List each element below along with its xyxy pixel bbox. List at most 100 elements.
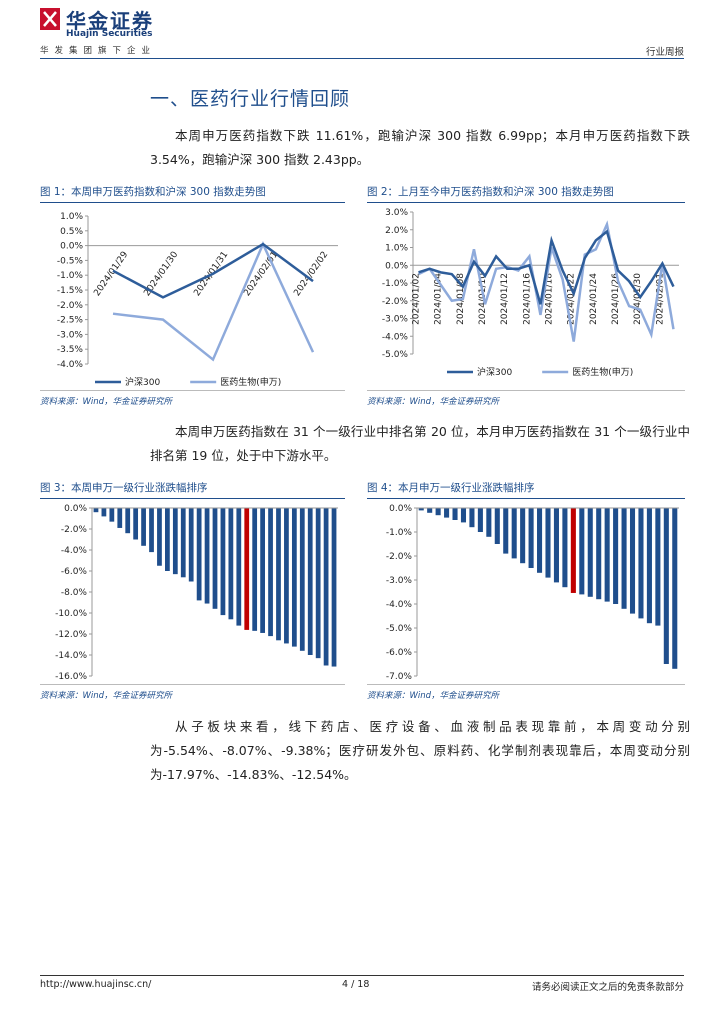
logo-en: Huajin Securities [66, 29, 153, 39]
bar [109, 508, 115, 522]
y-tick-label: -1.0% [386, 528, 413, 538]
bar [553, 508, 559, 583]
logo-cn: 华金证券 [66, 9, 154, 33]
bar [260, 508, 265, 633]
chart: 1.0% 0.5% 0.0% -0.5% -1.0% -1.5% -2.0% -2.5% -3.… [40, 212, 345, 391]
chart: 0.0% -2.0% -4.0% -6.0% -8.0% -10.0% -12.0% -14.… [40, 504, 345, 685]
bar [604, 508, 610, 602]
section-title: 一、医药行业行情回顾 [150, 88, 351, 110]
bar [587, 508, 593, 597]
bar [528, 508, 534, 568]
y-tick-label: -12.0% [55, 630, 87, 640]
figure-caption: 图 2：上月至今申万医药指数和沪深 300 指数走势图 [367, 184, 685, 203]
legend-label: 医药生物(申万) [572, 366, 633, 378]
series-line [112, 242, 314, 299]
bar [469, 508, 475, 528]
y-tick-label: -4.0% [386, 600, 413, 610]
bar [93, 508, 99, 513]
y-tick-label: -6.0% [61, 567, 88, 577]
bar [579, 508, 585, 595]
y-tick-label: -4.0% [57, 360, 84, 370]
y-tick-label: -1.0% [57, 271, 84, 281]
x-tick-label: 2024/01/29 [92, 250, 130, 298]
y-tick-label: 3.0% [385, 208, 408, 218]
y-tick-label: 0.5% [60, 227, 83, 237]
y-tick-label: -2.0% [382, 297, 409, 307]
bar [165, 508, 170, 571]
x-tick-label: 2024/01/18 [545, 273, 555, 325]
y-tick-label: 1.0% [60, 212, 83, 222]
y-tick-label: -3.5% [57, 345, 84, 355]
y-tick-label: -2.0% [57, 301, 84, 311]
disclaimer: 请务必阅读正文之后的免责条款部分 [531, 982, 684, 993]
bar [244, 508, 250, 630]
y-tick-label: -1.0% [382, 279, 409, 289]
x-tick-label: 2024/01/04 [434, 273, 444, 325]
bar [427, 508, 433, 513]
legend-label: 沪深300 [125, 376, 160, 388]
bar [252, 508, 258, 631]
bar [520, 508, 526, 564]
series-line [112, 241, 315, 362]
legend-label: 医药生物(申万) [220, 376, 281, 388]
legend-label: 沪深300 [477, 366, 512, 378]
bar [629, 508, 636, 614]
bar [188, 508, 194, 582]
bar [172, 508, 178, 575]
figure-caption: 图 4：本月申万一级行业涨跌幅排序 [367, 480, 685, 499]
y-tick-label: -7.0% [386, 672, 413, 682]
series-line [418, 220, 675, 342]
chart: 3.0% 2.0% 1.0% 0.0% -1.0% -2.0% -3.0% -4.0% -5.0… [367, 208, 685, 391]
paragraph: 本周申万医药指数在 31 个一级行业中排名第 20 位，本月申万医药指数在 31… [150, 424, 690, 463]
figure-caption: 图 1：本周申万医药指数和沪深 300 指数走势图 [40, 184, 345, 203]
x-tick-label: 2024/01/24 [589, 273, 599, 325]
y-tick-label: 0.0% [64, 504, 87, 514]
bar [236, 508, 242, 626]
y-tick-label: -6.0% [386, 648, 413, 658]
x-tick-label: 2024/01/02 [412, 273, 422, 325]
bar [212, 508, 218, 609]
bar [268, 508, 273, 637]
y-tick-label: -14.0% [55, 651, 87, 661]
series-line [418, 229, 675, 305]
bar [486, 508, 492, 537]
x-tick-label: 2024/01/26 [611, 273, 621, 325]
bar [663, 508, 669, 664]
y-tick-label: 0.0% [389, 504, 412, 514]
y-tick-label: -3.0% [382, 315, 409, 325]
y-tick-label: -0.5% [57, 256, 84, 266]
bar [672, 508, 678, 669]
bar [180, 508, 186, 578]
bar [196, 508, 202, 601]
paragraph: 从子板块来看，线下药店、医疗设备、血液制品表现靠前，本周变动分别为-5.54%、… [150, 719, 690, 782]
source-note: 资料来源：Wind，华金证券研究所 [40, 691, 173, 701]
y-tick-label: -1.5% [57, 286, 84, 296]
x-tick-label: 2024/02/01 [655, 273, 665, 325]
y-tick-label: -2.0% [386, 552, 413, 562]
bar [435, 508, 441, 516]
bar [613, 508, 619, 604]
page-number: 4 / 18 [342, 979, 370, 990]
bar [125, 508, 131, 534]
bar [276, 508, 281, 641]
bar [452, 508, 458, 520]
bar [220, 508, 226, 616]
y-tick-label: -3.0% [386, 576, 413, 586]
source-note: 资料来源：Wind，华金证券研究所 [367, 691, 500, 701]
y-tick-label: 2.0% [385, 226, 408, 236]
y-tick-label: 1.0% [385, 244, 408, 254]
y-tick-label: -5.0% [386, 624, 413, 634]
bar [228, 508, 234, 620]
source-note: 资料来源：Wind，华金证券研究所 [367, 397, 500, 407]
bar [117, 508, 123, 528]
bar [323, 508, 329, 666]
bar [545, 508, 551, 578]
bar [503, 508, 509, 554]
x-tick-label: 2024/01/22 [567, 273, 577, 325]
bar [570, 508, 576, 593]
bar [537, 508, 543, 573]
y-tick-label: 0.0% [60, 242, 83, 252]
bar [133, 508, 139, 540]
bar [511, 508, 517, 559]
